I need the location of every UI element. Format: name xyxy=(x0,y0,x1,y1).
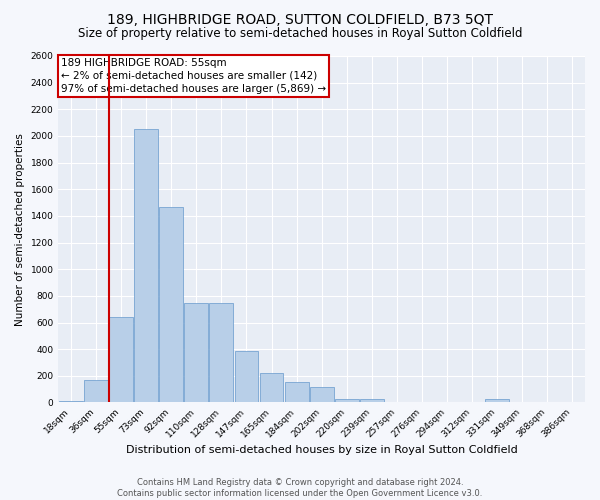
X-axis label: Distribution of semi-detached houses by size in Royal Sutton Coldfield: Distribution of semi-detached houses by … xyxy=(126,445,518,455)
Bar xyxy=(84,380,108,402)
Bar xyxy=(335,398,359,402)
Text: Contains HM Land Registry data © Crown copyright and database right 2024.
Contai: Contains HM Land Registry data © Crown c… xyxy=(118,478,482,498)
Bar xyxy=(235,350,259,403)
Bar xyxy=(310,386,334,402)
Bar xyxy=(184,302,208,402)
Bar xyxy=(109,317,133,402)
Bar xyxy=(134,130,158,402)
Text: 189 HIGHBRIDGE ROAD: 55sqm
← 2% of semi-detached houses are smaller (142)
97% of: 189 HIGHBRIDGE ROAD: 55sqm ← 2% of semi-… xyxy=(61,58,326,94)
Bar xyxy=(260,373,283,402)
Bar xyxy=(485,398,509,402)
Text: Size of property relative to semi-detached houses in Royal Sutton Coldfield: Size of property relative to semi-detach… xyxy=(78,28,522,40)
Text: 189, HIGHBRIDGE ROAD, SUTTON COLDFIELD, B73 5QT: 189, HIGHBRIDGE ROAD, SUTTON COLDFIELD, … xyxy=(107,12,493,26)
Bar xyxy=(209,302,233,402)
Bar xyxy=(285,382,308,402)
Bar xyxy=(160,206,183,402)
Bar xyxy=(59,401,83,402)
Bar xyxy=(360,399,384,402)
Y-axis label: Number of semi-detached properties: Number of semi-detached properties xyxy=(15,133,25,326)
